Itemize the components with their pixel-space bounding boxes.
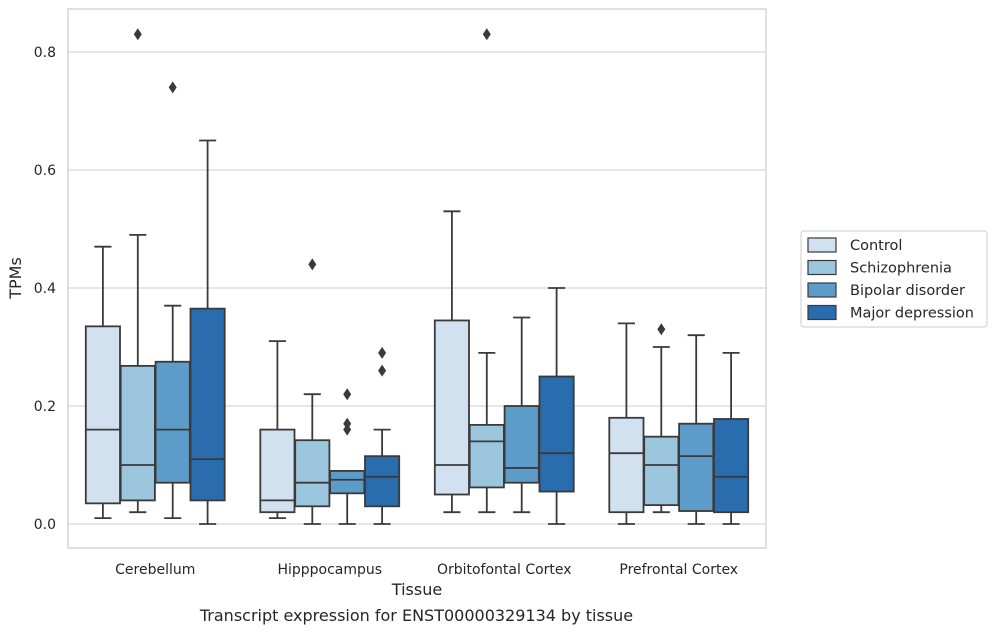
outlier-point [308,258,317,271]
outlier-point [133,28,142,41]
iqr-box [713,418,750,514]
legend-frame [800,230,988,328]
box-control [259,340,296,519]
outlier-point [168,81,177,94]
iqr-box [364,455,401,508]
iqr-box [503,405,540,484]
plot-frame [67,8,767,549]
legend-swatch [807,237,837,253]
outlier-point [657,323,666,336]
iqr-box [538,375,575,493]
outlier-point [378,346,387,359]
iqr-box [329,469,366,495]
box-bipolar-disorder [154,81,191,519]
outlier-point [482,28,491,41]
legend: Control Schizophrenia Bipolar disorder Majo… [800,230,988,328]
legend-swatch [807,282,837,298]
iqr-box [119,364,156,502]
iqr-box [433,319,470,496]
legend-swatch [807,304,837,321]
box-schizophrenia [119,28,156,514]
outlier-point [343,423,352,436]
legend-label: Control [850,238,902,254]
x-tick-label: Orbitofontal Cortex [437,562,572,578]
figure-caption: Transcript expression for ENST0000032913… [199,606,634,625]
box-major-depression [364,346,401,525]
box-series [84,28,750,525]
iqr-box [468,423,505,489]
legend-label: Bipolar disorder [850,283,965,299]
box-control [84,245,121,519]
y-tick-label: 0.6 [34,163,56,179]
box-major-depression [189,139,226,525]
box-control [433,210,470,514]
legend-label: Schizophrenia [850,261,952,277]
y-tick-label: 0.8 [34,45,56,61]
iqr-box [154,360,191,484]
iqr-box [84,325,121,505]
outlier-point [343,388,352,401]
box-schizophrenia [468,28,505,514]
box-bipolar-disorder [503,316,540,514]
y-tick-label: 0.4 [34,281,56,297]
x-tick-label: Hipppocampus [277,562,382,578]
iqr-box [294,439,331,508]
outlier-point [378,364,387,377]
legend-label: Major depression [850,306,974,322]
box-schizophrenia [643,323,680,514]
box-bipolar-disorder [678,334,715,525]
y-axis-ticks: 0.0 0.2 0.4 0.6 0.8 [34,45,56,533]
x-axis-ticks: Cerebellum Hipppocampus Orbitofontal Corte… [115,562,738,578]
box-bipolar-disorder [329,388,366,525]
legend-swatch [807,259,837,276]
iqr-box [643,435,680,507]
iqr-box [608,416,645,514]
y-tick-label: 0.0 [34,517,56,533]
x-tick-label: Prefrontal Cortex [619,562,738,578]
box-schizophrenia [294,258,331,525]
y-tick-label: 0.2 [34,399,56,415]
iqr-box [189,307,226,502]
box-major-depression [538,287,575,525]
x-axis-label: Tissue [391,580,442,599]
box-control [608,322,645,525]
y-axis-label: TPMs [6,257,25,300]
box-major-depression [713,351,750,525]
x-tick-label: Cerebellum [115,562,195,578]
iqr-box [678,422,715,512]
